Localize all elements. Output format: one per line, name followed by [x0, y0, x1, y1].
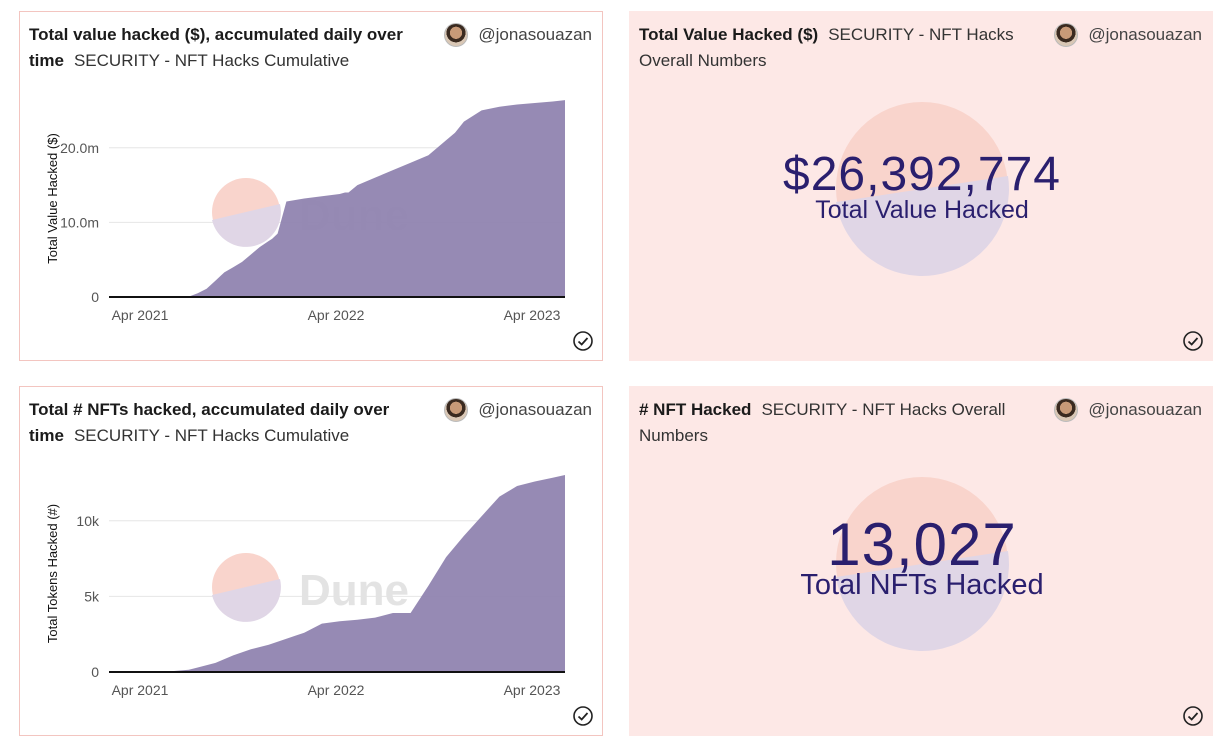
x-tick-label: Apr 2022: [308, 682, 365, 698]
watermark-logo-bottom: [212, 579, 281, 622]
check-circle-icon: [573, 706, 593, 726]
y-tick-label: 0: [91, 289, 99, 305]
dune-logo: [836, 102, 1009, 276]
y-axis-label: Total Value Hacked ($): [45, 133, 60, 264]
author-name: @jonasouazan: [478, 25, 592, 44]
card-title[interactable]: # NFT Hacked: [639, 400, 752, 419]
card-subtitle[interactable]: SECURITY - NFT Hacks Cumulative: [73, 51, 350, 70]
y-axis-label: Total Tokens Hacked (#): [45, 504, 60, 643]
card-subtitle[interactable]: SECURITY - NFT Hacks Overall Numbers: [639, 400, 1006, 445]
author-name: @jonasouazan: [1088, 25, 1202, 44]
card-header: # NFT Hacked SECURITY - NFT Hacks Overall…: [639, 397, 1019, 449]
avatar: [1054, 398, 1079, 422]
author-link[interactable]: @jonasouazan: [1054, 22, 1202, 48]
card-title[interactable]: Total Value Hacked ($): [639, 25, 819, 44]
y-tick-label: 20.0m: [60, 140, 99, 156]
y-tick-label: 5k: [84, 588, 100, 604]
card-header: Total Value Hacked ($) SECURITY - NFT Hac…: [639, 22, 1039, 74]
value-hacked-chart-card: Total value hacked ($), accumulated dail…: [19, 11, 603, 361]
big-number: 13,027 Total NFTs Hacked: [630, 510, 1214, 602]
card-header: Total # NFTs hacked, accumulated daily o…: [29, 397, 439, 449]
avatar: [444, 398, 469, 422]
author-link[interactable]: @jonasouazan: [444, 22, 592, 48]
watermark-logo-bottom: [212, 204, 281, 247]
area-series: [109, 100, 565, 297]
x-tick-label: Apr 2022: [308, 307, 365, 323]
big-number: $26,392,774 Total Value Hacked: [630, 147, 1214, 225]
avatar: [444, 23, 469, 47]
check-circle-icon: [573, 331, 593, 351]
dune-logo: [836, 477, 1009, 651]
card-title[interactable]: Total # NFTs hacked, accumulated daily o…: [29, 400, 390, 445]
card-title[interactable]: Total value hacked ($), accumulated dail…: [29, 25, 403, 70]
card-header: Total value hacked ($), accumulated dail…: [29, 22, 439, 74]
x-tick-label: Apr 2021: [112, 682, 169, 698]
author-name: @jonasouazan: [1088, 400, 1202, 419]
nfts-hacked-chart-card: Total # NFTs hacked, accumulated daily o…: [19, 386, 603, 736]
counter-label: Total Value Hacked: [815, 196, 1029, 224]
x-tick-label: Apr 2023: [504, 682, 561, 698]
counter-value: $26,392,774: [783, 148, 1061, 201]
y-tick-label: 10k: [76, 513, 100, 529]
watermark-text: Dune: [299, 566, 409, 615]
author-name: @jonasouazan: [478, 400, 592, 419]
counter-value: 13,027: [827, 511, 1017, 578]
author-link[interactable]: @jonasouazan: [444, 397, 592, 423]
nfts-hacked-counter-card: # NFT Hacked SECURITY - NFT Hacks Overall…: [629, 386, 1213, 736]
counter-label: Total NFTs Hacked: [800, 569, 1044, 601]
card-subtitle[interactable]: SECURITY - NFT Hacks Overall Numbers: [639, 25, 1014, 70]
nfts-hacked-area-chart: Dune 0 5k 10k Apr 2021 Apr 2022 Apr 2023 Total …: [45, 475, 565, 698]
x-tick-label: Apr 2021: [112, 307, 169, 323]
author-link[interactable]: @jonasouazan: [1054, 397, 1202, 423]
check-circle-icon: [1183, 331, 1203, 351]
value-hacked-counter-card: Total Value Hacked ($) SECURITY - NFT Hac…: [629, 11, 1213, 361]
area-series: [109, 475, 565, 672]
y-tick-label: 0: [91, 664, 99, 680]
avatar: [1054, 23, 1079, 47]
y-tick-label: 10.0m: [60, 214, 99, 230]
x-tick-label: Apr 2023: [504, 307, 561, 323]
check-circle-icon: [1183, 706, 1203, 726]
card-subtitle[interactable]: SECURITY - NFT Hacks Cumulative: [73, 426, 350, 445]
